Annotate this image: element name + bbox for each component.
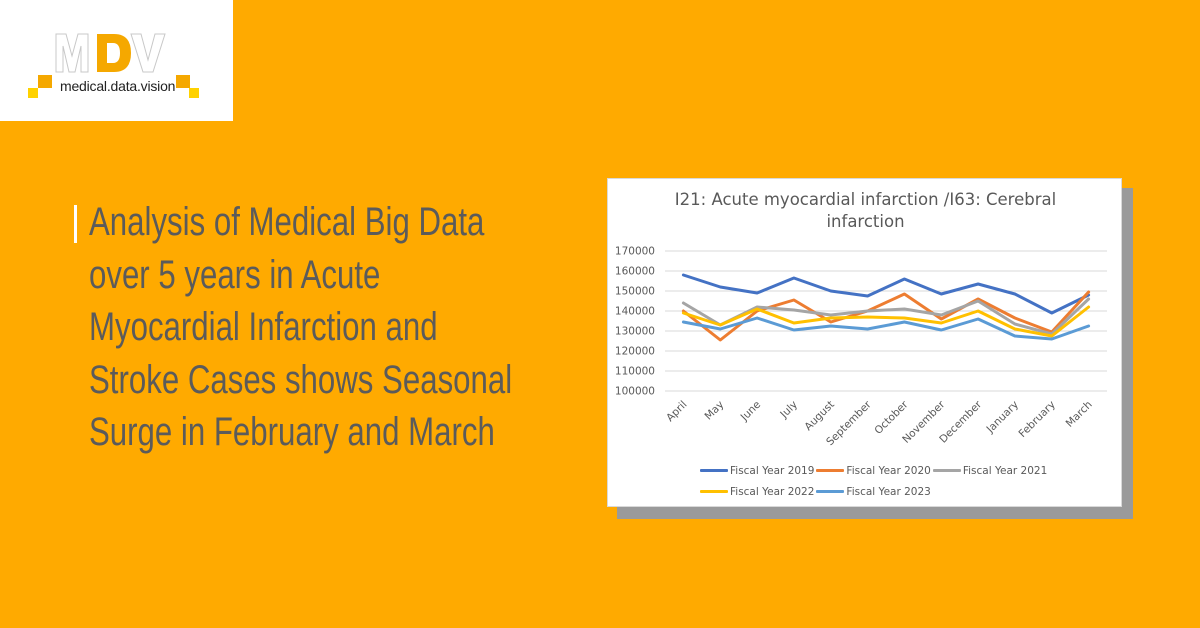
logo-panel: medical.data.vision [0, 0, 233, 121]
legend-row: Fiscal Year 2022 Fiscal Year 2023 [700, 481, 1060, 502]
legend-item: Fiscal Year 2023 [816, 485, 931, 498]
chart-card: I21: Acute myocardial infarction /I63: C… [607, 178, 1122, 507]
y-tick-label: 160000 [615, 266, 655, 278]
mdv-logo-mark [55, 33, 166, 73]
legend-swatch-icon [700, 490, 728, 493]
legend-label: Fiscal Year 2021 [962, 464, 1048, 477]
x-tick-label: April [664, 399, 689, 424]
logo-tagline: medical.data.vision [60, 78, 176, 94]
series-line [681, 273, 1091, 315]
series-line [681, 297, 1091, 336]
y-tick-label: 140000 [615, 306, 655, 318]
x-tick-label: June [738, 399, 763, 424]
y-tick-label: 150000 [615, 286, 655, 298]
legend-item: Fiscal Year 2020 [816, 464, 931, 477]
legend-label: Fiscal Year 2022 [730, 485, 815, 498]
y-tick-label: 130000 [615, 326, 655, 338]
headline-line: Surge in February and March [89, 410, 495, 454]
legend-swatch-icon [932, 469, 961, 472]
logo-square-yellow-right [189, 88, 199, 98]
chart-title-line: infarction [826, 212, 905, 231]
x-tick-label: February [1016, 399, 1057, 440]
legend-swatch-icon [816, 469, 845, 472]
headline-line: Myocardial Infarction and [89, 305, 438, 349]
series-line [681, 305, 1091, 338]
headline: Analysis of Medical Big Data over 5 year… [89, 196, 588, 459]
y-tick-label: 120000 [615, 346, 655, 358]
legend-item: Fiscal Year 2022 [700, 486, 814, 498]
x-tick-label: July [777, 399, 800, 422]
legend-row: Fiscal Year 2019 Fiscal Year 2020 Fiscal Y… [700, 460, 1060, 481]
chart-title: I21: Acute myocardial infarction /I63: C… [608, 189, 1123, 233]
series-line [681, 290, 1091, 342]
headline-accent-bar [74, 205, 77, 243]
headline-line: Stroke Cases shows Seasonal [89, 357, 513, 402]
headline-line: Analysis of Medical Big Data [89, 200, 485, 244]
legend-label: Fiscal Year 2020 [846, 464, 931, 477]
y-tick-label: 110000 [615, 366, 655, 378]
logo-square-yellow-left [28, 88, 38, 98]
x-tick-label: March [1064, 399, 1095, 430]
legend-item: Fiscal Year 2021 [932, 464, 1048, 477]
chart-title-line: I21: Acute myocardial infarction /I63: C… [674, 190, 1057, 209]
series-line [681, 316, 1091, 341]
legend-label: Fiscal Year 2019 [730, 464, 815, 477]
y-tick-label: 100000 [615, 386, 655, 398]
legend-item: Fiscal Year 2019 [700, 465, 814, 477]
x-tick-label: August [802, 399, 836, 433]
x-tick-label: January [984, 399, 1021, 436]
line-chart-plot: 100000 110000 120000 130000 140000 150000 1600… [615, 246, 1107, 448]
y-tick-label: 170000 [615, 246, 655, 258]
headline-line: over 5 years in Acute [89, 252, 381, 297]
logo-square-orange-left [38, 75, 52, 88]
chart-legend: Fiscal Year 2019 Fiscal Year 2020 Fiscal Y… [700, 460, 1060, 502]
legend-swatch-icon [700, 469, 728, 472]
x-tick-label: May [703, 399, 727, 423]
logo-square-orange-right [176, 75, 190, 88]
legend-label: Fiscal Year 2023 [846, 485, 931, 498]
legend-swatch-icon [816, 490, 845, 493]
